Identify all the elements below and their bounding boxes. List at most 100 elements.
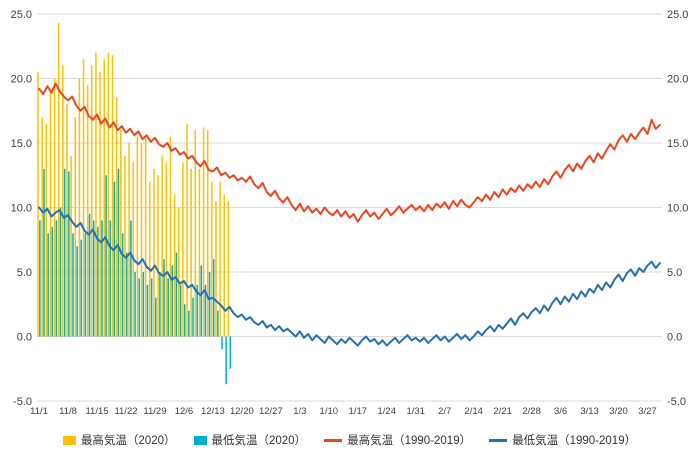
legend-label-max-2020: 最高気温（2020）: [80, 435, 176, 447]
bar-max-2020: [45, 123, 48, 337]
bar-min-2020: [217, 310, 219, 337]
bar-max-2020: [86, 84, 89, 337]
bar-min-2020: [72, 233, 74, 337]
y-axis-tick-label-right: 0.0: [667, 332, 682, 344]
bar-max-2020: [165, 162, 168, 337]
bar-max-2020: [194, 130, 197, 337]
bar-max-2020: [128, 143, 130, 337]
bar-min-2020: [117, 168, 120, 337]
x-axis-tick-label: 1/10: [320, 406, 339, 417]
bar-min-2020: [80, 239, 83, 337]
bar-max-2020: [157, 175, 159, 337]
bar-min-2020: [167, 278, 169, 337]
bar-min-2020: [43, 168, 45, 337]
bar-max-2020: [219, 181, 221, 337]
bar-max-2020: [107, 52, 110, 337]
line-min-1990-2019: [38, 206, 661, 347]
legend-item-min-2020: 最低気温（2020）: [193, 432, 306, 448]
bar-min-2020: [163, 259, 165, 337]
bar-max-2020: [78, 78, 81, 337]
bar-max-2020: [202, 127, 205, 337]
bar-min-2020: [113, 181, 116, 337]
y-axis-tick-label-left: -5.0: [13, 396, 32, 408]
bar-max-2020: [82, 59, 85, 337]
bar-min-2020: [84, 233, 87, 337]
x-axis-tick-label: 3/13: [580, 406, 599, 417]
legend-label-min-1990-2019: 最低気温（1990-2019）: [512, 435, 637, 447]
chart-legend: 最高気温（2020） 最低気温（2020） 最高気温（1990-2019） 最低…: [0, 424, 699, 456]
bar-max-2020: [223, 194, 226, 337]
bar-min-2020: [109, 220, 111, 337]
bar-min-2020: [146, 284, 149, 337]
chart-plot-area: 25.0 25.0 20.0 20.0 15.0 15.0 10.0 10.0 5.0 5.0 0.…: [11, 9, 689, 417]
bar-max-2020: [53, 78, 56, 337]
bar-max-2020: [140, 143, 143, 337]
bar-min-2020: [76, 246, 78, 337]
bar-min-2020: [204, 284, 207, 337]
bar-max-2020: [206, 130, 209, 337]
bar-min-2020: [150, 278, 153, 337]
x-axis-tick-label: 12/13: [201, 406, 225, 417]
x-axis-tick-label: 3/6: [554, 406, 567, 417]
bar-max-2020: [177, 207, 180, 337]
bar-min-2020: [200, 265, 203, 337]
x-axis-tick-label: 12/27: [259, 406, 283, 417]
bar-min-2020: [183, 304, 186, 337]
y-axis-tick-label-right: 20.0: [667, 74, 688, 86]
x-axis-tick-label: 2/21: [493, 406, 512, 417]
x-axis-tick-label: 2/7: [438, 406, 451, 417]
bar-max-2020: [37, 72, 39, 337]
bar-min-2020: [55, 220, 58, 337]
x-axis-tick-label: 1/3: [293, 406, 306, 417]
bar-min-2020: [39, 220, 41, 337]
legend-item-max-2020: 最高気温（2020）: [62, 432, 176, 448]
bar-min-2020: [159, 272, 161, 337]
bar-min-2020: [179, 284, 182, 337]
legend-marker-min-1990-2019-line: [489, 438, 508, 442]
bar-max-2020: [211, 181, 213, 337]
bar-min-2020: [59, 207, 62, 337]
bar-max-2020: [132, 162, 134, 337]
bar-min-2020: [229, 336, 232, 369]
bar-min-2020: [225, 336, 227, 385]
bar-min-2020: [188, 310, 190, 337]
bar-max-2020: [169, 136, 172, 337]
bar-max-2020: [153, 168, 155, 337]
bar-max-2020: [66, 104, 68, 337]
bar-min-2020: [68, 171, 70, 337]
line-max-1990-2019: [38, 82, 661, 223]
x-axis-tick-label: 1/24: [378, 406, 397, 417]
legend-item-max-1990-2019: 最高気温（1990-2019）: [324, 432, 471, 448]
legend-marker-max-1990-2019-line: [324, 438, 343, 442]
x-axis-tick-label: 3/20: [609, 406, 628, 417]
legend-item-min-1990-2019: 最低気温（1990-2019）: [489, 432, 636, 448]
x-axis-tick-label: 1/31: [406, 406, 425, 417]
y-axis-tick-label-left: 10.0: [11, 203, 32, 215]
bar-min-2020: [142, 272, 145, 337]
y-axis-tick-label-left: 20.0: [11, 74, 32, 86]
y-axis-tick-label-left: 5.0: [17, 267, 32, 279]
x-axis-tick-label: 11/1: [30, 406, 48, 417]
bar-max-2020: [99, 72, 101, 337]
x-axis-tick-label: 2/28: [522, 406, 541, 417]
bar-min-2020: [88, 213, 91, 337]
x-axis-tick-label: 12/20: [230, 406, 254, 417]
bar-max-2020: [62, 65, 64, 337]
y-axis-tick-label-left: 0.0: [17, 332, 32, 344]
bar-max-2020: [173, 194, 176, 337]
bar-max-2020: [115, 97, 118, 337]
bar-max-2020: [103, 59, 105, 337]
bar-max-2020: [124, 155, 126, 337]
y-axis-tick-label-left: 15.0: [11, 138, 32, 150]
x-axis-tick-label: 11/22: [114, 406, 137, 417]
bar-max-2020: [70, 155, 72, 337]
legend-label-max-1990-2019: 最高気温（1990-2019）: [347, 435, 472, 447]
bar-min-2020: [92, 220, 95, 337]
bar-min-2020: [51, 226, 54, 337]
bar-min-2020: [97, 226, 99, 337]
y-axis-tick-label-left: 25.0: [11, 9, 32, 21]
bar-min-2020: [101, 220, 103, 337]
x-axis-tick-label: 12/6: [175, 406, 194, 417]
bar-max-2020: [215, 201, 217, 337]
bar-max-2020: [149, 181, 151, 337]
